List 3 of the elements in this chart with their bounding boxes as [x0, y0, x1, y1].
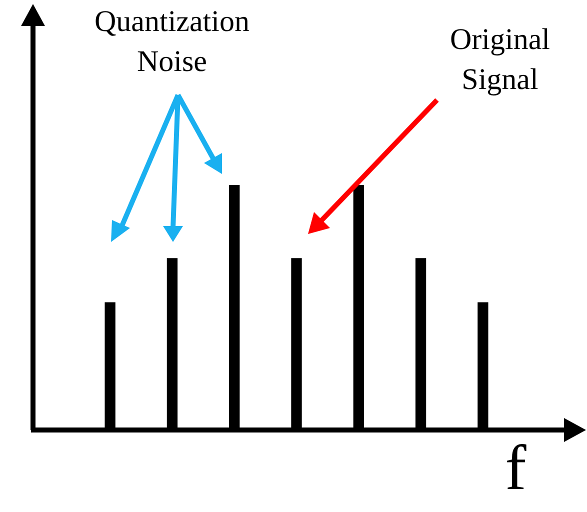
- x-axis-title: f: [505, 432, 526, 504]
- text: Original Signal: [449, 22, 551, 98]
- text: Quantization Noise: [94, 4, 250, 80]
